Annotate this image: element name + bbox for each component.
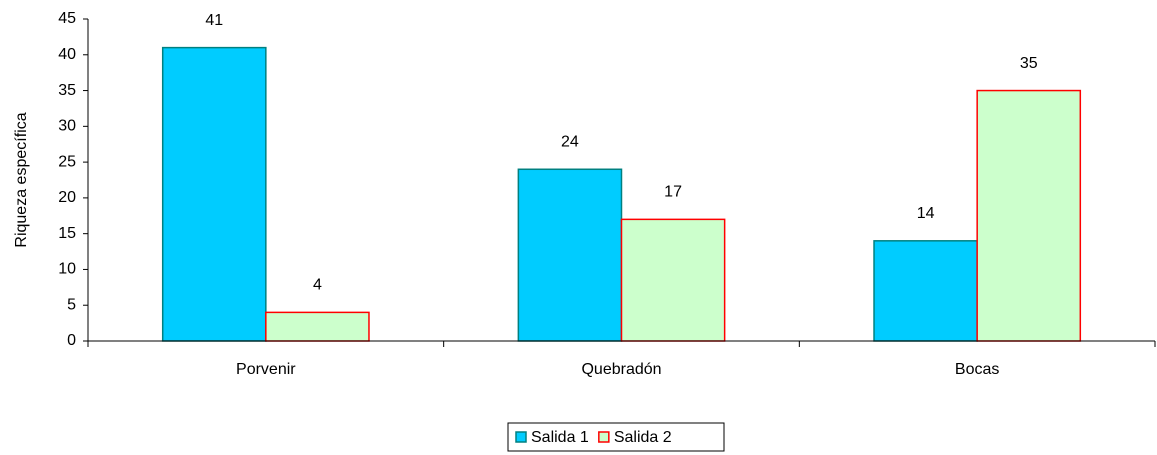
value-label: 41 — [205, 12, 223, 29]
y-axis-label: Riqueza específica — [13, 112, 30, 247]
legend-swatch — [598, 431, 610, 443]
y-tick-label: 0 — [67, 332, 76, 349]
y-tick-label: 15 — [58, 225, 76, 242]
x-tick-label: Porvenir — [236, 361, 296, 378]
bar — [620, 218, 726, 342]
legend-swatch — [515, 431, 527, 443]
y-tick-label: 10 — [58, 261, 76, 278]
legend-label: Salida 1 — [531, 429, 589, 446]
bar — [517, 168, 623, 342]
bar — [265, 311, 370, 342]
value-label: 4 — [313, 277, 322, 294]
bar — [873, 240, 978, 342]
value-label: 17 — [664, 184, 682, 201]
bar — [976, 89, 1082, 342]
x-tick-label: Bocas — [955, 361, 999, 378]
y-tick-label: 30 — [58, 118, 76, 135]
bar — [161, 46, 267, 342]
y-tick-label: 5 — [67, 296, 76, 313]
y-tick-label: 35 — [58, 82, 76, 99]
y-tick-label: 45 — [58, 10, 76, 27]
value-label: 24 — [561, 133, 579, 150]
legend-box — [507, 422, 725, 452]
y-tick-label: 25 — [58, 153, 76, 170]
x-tick-label: Quebradón — [581, 361, 661, 378]
value-label: 35 — [1020, 55, 1038, 72]
value-label: 14 — [917, 205, 935, 222]
y-tick-label: 20 — [58, 189, 76, 206]
y-tick-label: 40 — [58, 46, 76, 63]
legend-label: Salida 2 — [614, 429, 672, 446]
